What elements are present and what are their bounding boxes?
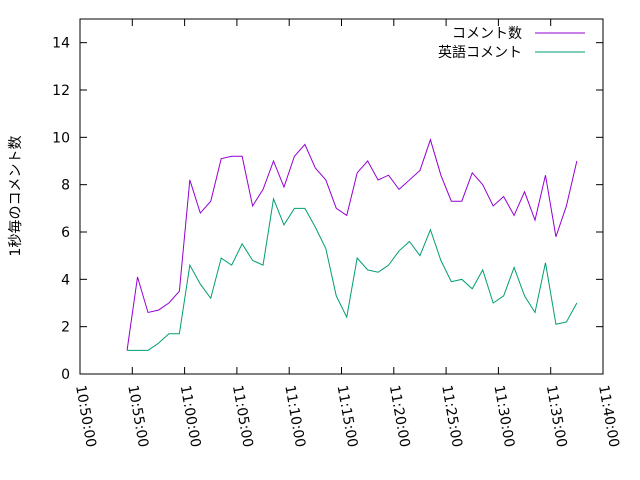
x-tick-label: 10:55:00 — [124, 384, 151, 449]
y-tick-label: 2 — [61, 320, 70, 336]
x-tick-label: 11:00:00 — [177, 384, 204, 449]
y-tick-label: 6 — [61, 225, 70, 241]
legend-label: コメント数 — [452, 26, 522, 42]
x-tick-label: 11:20:00 — [386, 384, 413, 449]
x-tick-label: 11:35:00 — [543, 384, 570, 449]
legend-label: 英語コメント — [438, 44, 522, 61]
y-tick-label: 10 — [52, 130, 70, 146]
x-tick-label: 11:15:00 — [334, 384, 361, 449]
x-tick-label: 11:25:00 — [438, 384, 465, 449]
x-tick-label: 11:10:00 — [281, 384, 308, 449]
x-tick-label: 11:05:00 — [229, 384, 256, 449]
x-tick-label: 11:30:00 — [490, 384, 517, 449]
y-axis-label: 1秒毎のコメント数 — [8, 136, 24, 257]
y-tick-label: 12 — [52, 83, 70, 99]
series-line — [126, 138, 578, 351]
series-line — [127, 196, 578, 351]
x-tick-label: 11:40:00 — [595, 384, 622, 449]
y-tick-label: 4 — [61, 272, 70, 288]
x-tick-label: 10:50:00 — [72, 384, 99, 449]
y-tick-label: 8 — [61, 178, 70, 194]
y-tick-label: 14 — [52, 36, 70, 52]
plot-border — [79, 18, 604, 375]
y-tick-label: 0 — [61, 367, 70, 383]
